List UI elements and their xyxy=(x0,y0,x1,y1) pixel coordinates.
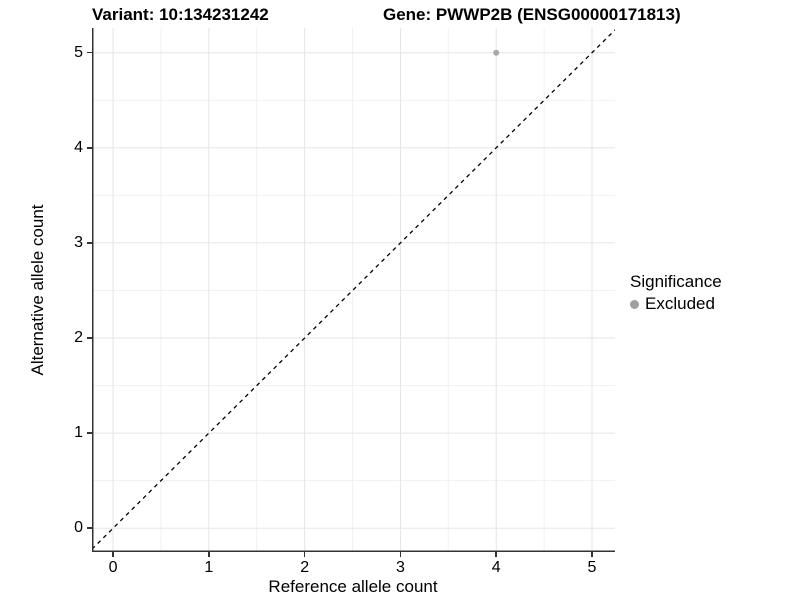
y-tick-label: 5 xyxy=(74,43,83,61)
x-tick-label: 4 xyxy=(491,559,501,576)
x-axis-title: Reference allele count xyxy=(268,577,438,596)
y-tick-mark xyxy=(87,337,92,339)
legend-entry-label: Excluded xyxy=(645,294,715,313)
x-tick-label: 3 xyxy=(395,559,405,576)
y-axis-title: Alternative allele count xyxy=(28,204,47,376)
x-tick-label: 2 xyxy=(300,559,310,576)
x-tick-mark xyxy=(399,552,402,557)
y-tick-label: 4 xyxy=(74,138,83,156)
y-tick-mark xyxy=(87,527,92,529)
data-point xyxy=(493,49,500,56)
x-tick-mark xyxy=(303,552,306,557)
legend: Significance Excluded xyxy=(630,272,722,314)
variant-title: Variant: 10:134231242 xyxy=(92,5,269,24)
y-tick-label: 0 xyxy=(74,519,83,537)
gene-title: Gene: PWWP2B (ENSG00000171813) xyxy=(383,5,681,24)
legend-title: Significance xyxy=(630,272,722,291)
x-tick-label: 5 xyxy=(587,559,597,576)
y-tick-mark xyxy=(87,147,92,149)
x-tick-mark xyxy=(208,552,210,557)
y-tick-mark xyxy=(87,242,92,244)
y-tick-mark xyxy=(87,432,92,434)
excluded-point-icon xyxy=(630,299,639,309)
identity-line xyxy=(92,29,615,550)
plot-panel xyxy=(92,28,615,552)
plot-area-svg xyxy=(92,28,615,552)
x-tick-mark xyxy=(112,552,114,557)
y-tick-label: 3 xyxy=(74,233,83,251)
x-tick-mark xyxy=(495,552,497,557)
x-tick-label: 1 xyxy=(204,559,214,576)
y-tick-mark xyxy=(87,51,92,54)
y-tick-label: 1 xyxy=(74,424,83,442)
legend-entry-excluded: Excluded xyxy=(630,294,722,314)
y-tick-label: 2 xyxy=(74,329,83,347)
x-tick-label: 0 xyxy=(108,559,118,576)
x-tick-mark xyxy=(591,552,593,557)
